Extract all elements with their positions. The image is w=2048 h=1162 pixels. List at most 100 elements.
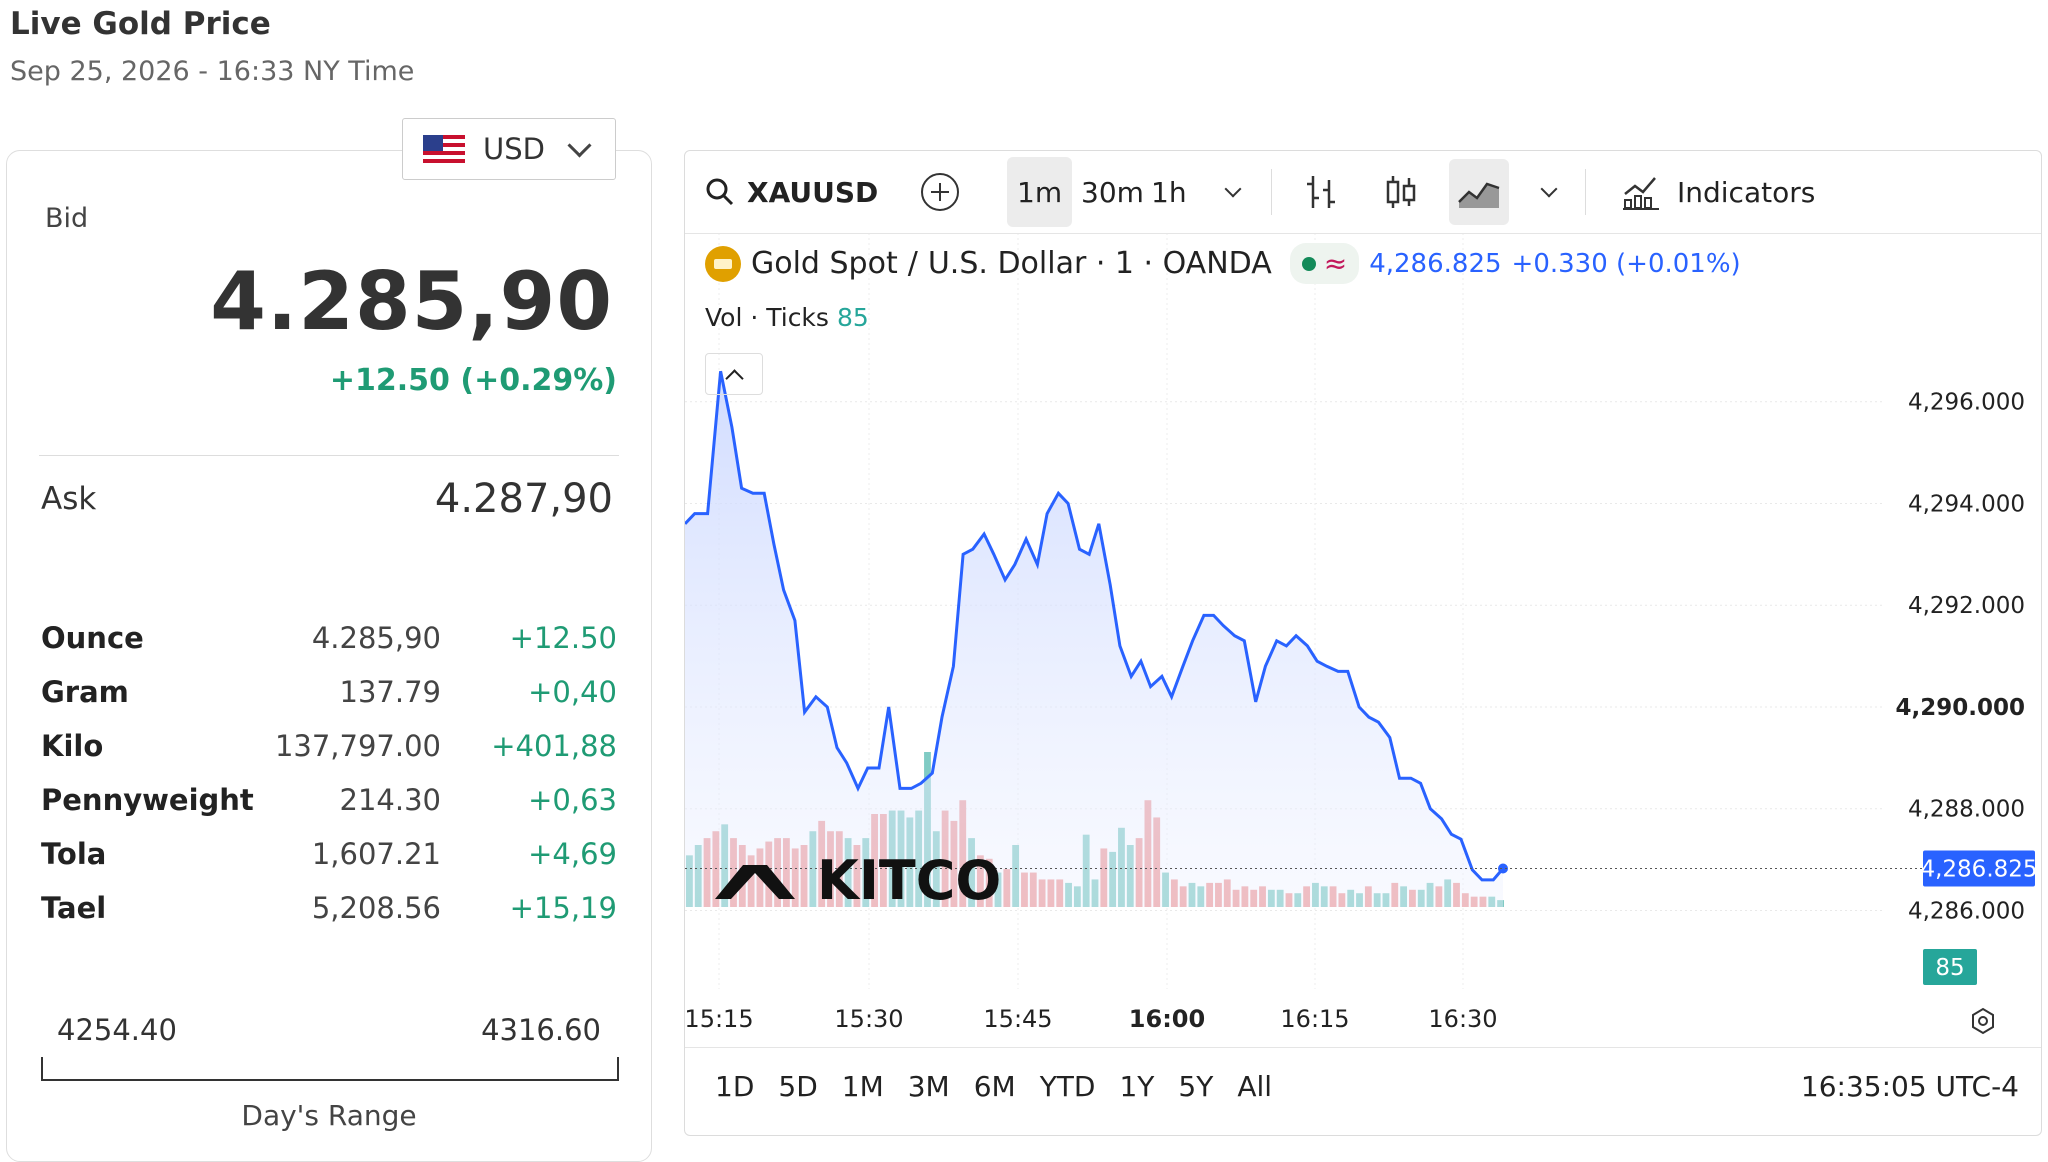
bid-label: Bid [45,203,89,234]
unit-row: Pennyweight 214.30 +0,63 [41,773,631,827]
chevron-down-icon [1224,180,1242,198]
day-range-bar [41,1057,619,1081]
x-tick-label: 15:30 [834,1005,903,1033]
y-tick-label: 4,288.000 [1908,797,2025,823]
bar-chart-type-button[interactable] [1291,159,1351,225]
area-chart-icon [1458,182,1500,208]
time-range-buttons: 1D 5D 1M 3M 6M YTD 1Y 5Y All [715,1070,1272,1103]
range-ytd[interactable]: YTD [1039,1070,1096,1103]
bid-value: 4.285,90 [210,255,613,348]
range-1m[interactable]: 1M [841,1070,884,1103]
chevron-down-icon [1540,180,1558,198]
chart-clock: 16:35:05 UTC-4 [1800,1070,2019,1103]
x-tick-label: 16:30 [1428,1005,1497,1033]
unit-name: Tola [41,837,107,871]
range-5d[interactable]: 5D [778,1070,818,1103]
unit-value: 214.30 [339,783,441,817]
add-symbol-icon[interactable] [921,173,959,211]
chevron-up-icon [724,368,744,388]
x-tick-label: 16:15 [1280,1005,1349,1033]
range-5y[interactable]: 5Y [1178,1070,1214,1103]
collapse-legend-button[interactable] [705,353,763,395]
page-title: Live Gold Price [10,6,271,42]
y-tick-label: 4,294.000 [1908,491,2025,517]
last-volume-tag [1923,949,1977,985]
market-status-pill[interactable]: ≈ [1289,243,1360,284]
price-area [685,371,1503,907]
price-panel: Bid 4.285,90 +12.50 (+0.29%) Ask 4.287,9… [6,150,652,1162]
unit-change: +4,69 [528,837,617,871]
last-price-tag [1923,850,2035,887]
range-1y[interactable]: 1Y [1119,1070,1155,1103]
unit-name: Pennyweight [41,783,254,817]
symbol-search[interactable]: XAUUSD [705,151,878,233]
x-tick-label: 15:15 [685,1005,754,1033]
unit-value: 137.79 [339,675,441,709]
approx-icon: ≈ [1323,247,1348,280]
currency-label: USD [483,132,545,166]
x-tick-label: 15:45 [983,1005,1052,1033]
unit-row: Ounce 4.285,90 +12.50 [41,611,631,665]
unit-change: +15,19 [509,891,617,925]
unit-change: +0,40 [528,675,617,709]
kitco-watermark: KITCO [715,849,1001,912]
currency-dropdown[interactable]: USD [402,118,616,180]
bid-change: +12.50 (+0.29%) [329,363,617,398]
area-chart-type-button[interactable] [1449,159,1509,225]
range-1d[interactable]: 1D [715,1070,755,1103]
price-chart[interactable]: 4,296.000 4,294.000 4,292.000 4,290.000 4,28… [685,151,2041,1047]
unit-name: Kilo [41,729,104,763]
toolbar-divider [1271,169,1272,215]
chart-toolbar: XAUUSD 1m 30m 1h [685,151,2041,234]
unit-row: Tael 5,208.56 +15,19 [41,881,631,935]
day-range-low: 4254.40 [57,1013,177,1047]
indicators-icon [1623,177,1659,210]
symbol-label: XAUUSD [747,175,879,209]
page-subtitle: Sep 25, 2026 - 16:33 NY Time [10,56,415,87]
interval-1h[interactable]: 1h [1151,175,1187,209]
y-tick-label: 4,286.000 [1908,898,2025,924]
candlestick-icon [1386,176,1416,208]
last-price-label: 4,286.825 [1920,857,2037,883]
x-tick-label: 16:00 [1129,1005,1205,1033]
legend-change: +0.330 (+0.01%) [1511,248,1741,279]
indicators-button[interactable]: Indicators [1621,151,1815,233]
ask-value: 4.287,90 [434,476,613,522]
volume-label: Vol · Ticks [705,303,829,332]
search-icon [706,178,734,206]
unit-value: 4.285,90 [311,621,441,655]
last-price-dot [1498,863,1508,874]
unit-row: Kilo 137,797.00 +401,88 [41,719,631,773]
ohlc-bars-icon [1307,176,1335,208]
unit-value: 1,607.21 [311,837,441,871]
range-6m[interactable]: 6M [973,1070,1016,1103]
market-open-icon [1301,256,1316,271]
range-3m[interactable]: 3M [907,1070,950,1103]
kitco-logo-icon [715,865,795,899]
day-range-high: 4316.60 [481,1013,601,1047]
chart-panel: 4,296.000 4,294.000 4,292.000 4,290.000 4,28… [684,150,2042,1136]
interval-1m[interactable]: 1m [1007,157,1073,227]
unit-change: +12.50 [509,621,617,655]
range-all[interactable]: All [1237,1070,1273,1103]
y-tick-label: 4,290.000 [1896,695,2026,721]
day-range-label: Day's Range [241,1099,417,1132]
unit-name: Tael [41,891,107,925]
kitco-wordmark: KITCO [817,849,1001,912]
settings-icon-center [1978,1016,1988,1026]
instrument-name: Gold Spot [751,246,898,281]
interval-menu[interactable] [1224,151,1242,233]
interval-30m[interactable]: 30m [1081,175,1144,209]
unit-change: +401,88 [491,729,617,763]
unit-name: Gram [41,675,129,709]
chart-type-menu[interactable] [1540,151,1558,233]
unit-table: Ounce 4.285,90 +12.50 Gram 137.79 +0,40 … [41,611,631,935]
candles-chart-type-button[interactable] [1371,159,1431,225]
legend-separator: / [907,246,918,281]
settings-icon [1972,1007,1994,1035]
volume-value: 85 [836,303,869,332]
unit-value: 5,208.56 [311,891,441,925]
legend-price: 4,286.825 [1369,248,1502,279]
y-tick-label: 4,292.000 [1908,593,2025,619]
gold-coin-icon [705,245,741,282]
